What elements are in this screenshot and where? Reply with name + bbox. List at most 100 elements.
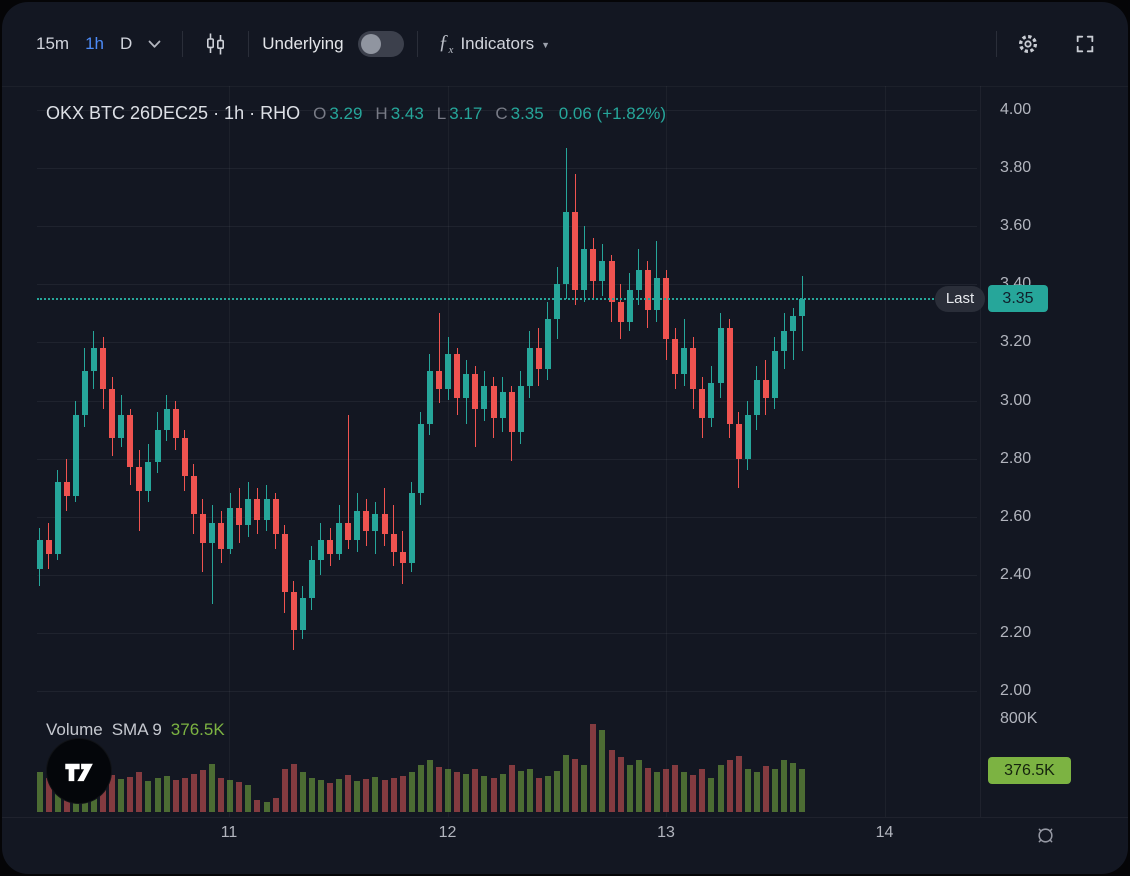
interval-button-15m[interactable]: 15m: [28, 28, 77, 60]
candle-body: [100, 348, 107, 389]
underlying-label: Underlying: [262, 34, 344, 53]
volume-bar: [145, 781, 152, 812]
volume-bar: [399, 775, 406, 812]
settings-button[interactable]: [1010, 26, 1046, 62]
volume-bar: [708, 777, 715, 812]
volume-bar: [617, 757, 624, 812]
volume-bar: [454, 772, 461, 812]
volume-bar: [790, 762, 797, 812]
candle-body: [317, 539, 324, 561]
candle-body: [544, 319, 551, 369]
interval-button-1d[interactable]: D: [112, 28, 140, 60]
candle-body: [472, 374, 479, 410]
candle-wick: [211, 505, 213, 604]
volume-bar: [317, 780, 324, 812]
time-axis-label: 12: [438, 824, 457, 841]
grid-line-horizontal: [37, 574, 977, 576]
price-axis-label: 3.80: [1000, 159, 1032, 177]
candle-body: [572, 211, 579, 291]
volume-bar: [263, 801, 270, 812]
symbol-title: OKX BTC 26DEC25 · 1h · RHO: [46, 103, 301, 123]
volume-bar: [499, 773, 506, 812]
grid-line-vertical: [884, 86, 886, 817]
time-axis-label: 14: [875, 824, 894, 841]
candle-body: [681, 348, 688, 375]
indicators-label: Indicators: [460, 34, 535, 53]
grid-line-horizontal: [37, 168, 977, 170]
candle-body: [653, 278, 660, 311]
volume-bar: [436, 766, 443, 812]
candle-body: [109, 388, 116, 439]
fullscreen-button[interactable]: [1068, 27, 1102, 61]
volume-bar: [599, 729, 606, 812]
volume-bar: [690, 774, 697, 812]
candle-body: [281, 534, 288, 593]
volume-legend: Volume SMA 9 376.5K: [46, 720, 225, 740]
candle-body: [563, 211, 570, 285]
time-axis-settings-button[interactable]: [1032, 822, 1058, 848]
candle-wick: [438, 313, 440, 404]
volume-bar: [127, 776, 134, 812]
underlying-toggle[interactable]: [357, 31, 404, 57]
candle-body: [608, 261, 615, 302]
volume-bar: [163, 775, 170, 812]
candle-body: [481, 385, 488, 410]
volume-bar: [426, 760, 433, 812]
candle-body: [272, 499, 279, 535]
candle-body: [771, 351, 778, 398]
grid-line-horizontal: [37, 400, 977, 402]
indicators-button[interactable]: ƒx Indicators ▼: [431, 26, 559, 62]
candlestick-icon: [207, 33, 225, 55]
grid-line-horizontal: [37, 226, 977, 228]
candle-body: [90, 348, 97, 372]
volume-bar: [308, 777, 315, 812]
candle-body: [181, 438, 188, 476]
close-value: C 3.35: [495, 104, 544, 123]
volume-bar: [236, 782, 243, 812]
tradingview-logo[interactable]: [46, 738, 112, 804]
low-value: L 3.17: [436, 104, 483, 123]
candle-body: [399, 551, 406, 564]
chart-legend: OKX BTC 26DEC25 · 1h · RHO O 3.29 H 3.43 L…: [46, 103, 666, 124]
candle-body: [781, 330, 788, 352]
grid-line-horizontal: [37, 458, 977, 460]
tradingview-mark-icon: [65, 763, 93, 782]
toolbar-separator: [248, 31, 250, 57]
fullscreen-icon: [1076, 35, 1094, 53]
volume-bar: [726, 760, 733, 812]
chart-style-button[interactable]: [196, 26, 235, 62]
candle-body: [635, 269, 642, 291]
candle-body: [45, 539, 52, 555]
price-axis-label: 4.00: [1000, 101, 1032, 118]
time-axis-label: 13: [657, 824, 675, 841]
interval-button-1h[interactable]: 1h: [77, 28, 112, 60]
volume-bar: [445, 769, 452, 812]
interval-menu-button[interactable]: [140, 34, 169, 55]
candle-body: [590, 249, 597, 282]
candle-body: [199, 513, 206, 543]
candle-body: [72, 415, 79, 497]
volume-bar: [354, 781, 361, 812]
volume-bar: [735, 755, 742, 812]
volume-bar: [653, 772, 660, 812]
toolbar-separator: [996, 31, 997, 57]
volume-bar: [490, 777, 497, 812]
toolbar-separator: [416, 31, 418, 57]
candle-body: [190, 476, 197, 514]
candle-body: [154, 429, 161, 462]
candle-body: [63, 481, 70, 497]
chevron-down-icon: [148, 40, 161, 48]
time-axis-label: 11: [220, 824, 238, 841]
candle-body: [463, 374, 470, 398]
time-axis-divider: [2, 817, 1128, 818]
candle-body: [381, 513, 388, 535]
candle-body: [254, 499, 261, 520]
candle-body: [172, 409, 179, 439]
volume-bar: [408, 772, 415, 812]
volume-bar: [118, 779, 125, 812]
volume-bar: [681, 772, 688, 812]
volume-bar: [572, 759, 579, 812]
toolbar-right: [983, 26, 1102, 62]
